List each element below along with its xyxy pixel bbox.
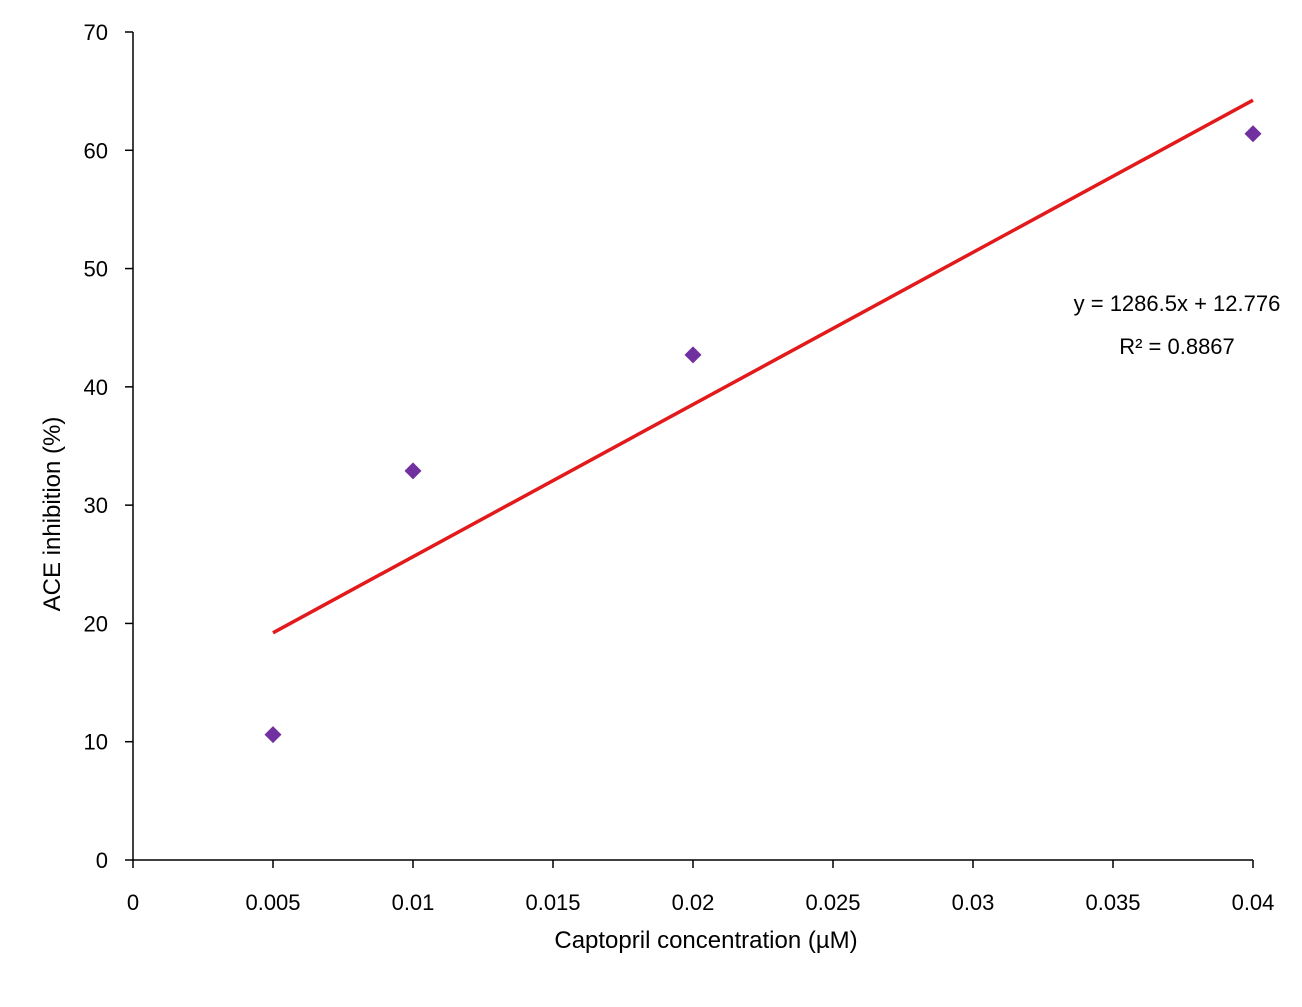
y-axis-title: ACE inhibition (%)	[39, 417, 66, 612]
y-tick-label: 50	[84, 257, 108, 282]
x-tick-label: 0.03	[952, 890, 995, 915]
labels-layer: Captopril concentration (µM) ACE inhibit…	[39, 291, 1280, 954]
data-point	[684, 346, 702, 364]
y-tick-label: 30	[84, 493, 108, 518]
y-tick-label: 70	[84, 20, 108, 45]
y-tick-label: 10	[84, 730, 108, 755]
x-tick-label: 0.04	[1232, 890, 1275, 915]
x-axis-title: Captopril concentration (µM)	[554, 927, 857, 954]
y-tick-label: 60	[84, 138, 108, 163]
x-tick-label: 0.035	[1085, 890, 1140, 915]
x-tick-label: 0.025	[805, 890, 860, 915]
trendline-r-squared: R² = 0.8867	[1119, 334, 1235, 359]
data-point	[264, 726, 282, 744]
x-tick-label: 0.02	[672, 890, 715, 915]
linear-trendline	[272, 98, 1254, 635]
trendline-equation: y = 1286.5x + 12.776	[1074, 291, 1281, 316]
y-tick-label: 40	[84, 375, 108, 400]
data-point	[404, 462, 422, 480]
x-tick-label: 0.015	[525, 890, 580, 915]
x-tick-label: 0	[127, 890, 139, 915]
x-tick-label: 0.005	[245, 890, 300, 915]
axes-layer: 0 10 20 30 40 50 60 70 0 0.005 0.01 0.015 0.02 0.025 0…	[84, 20, 1275, 915]
data-point	[1244, 125, 1262, 143]
y-tick-label: 20	[84, 611, 108, 636]
x-tick-label: 0.01	[392, 890, 435, 915]
data-points-layer	[264, 125, 1262, 744]
trendline-layer	[272, 98, 1254, 635]
y-tick-label: 0	[96, 848, 108, 873]
